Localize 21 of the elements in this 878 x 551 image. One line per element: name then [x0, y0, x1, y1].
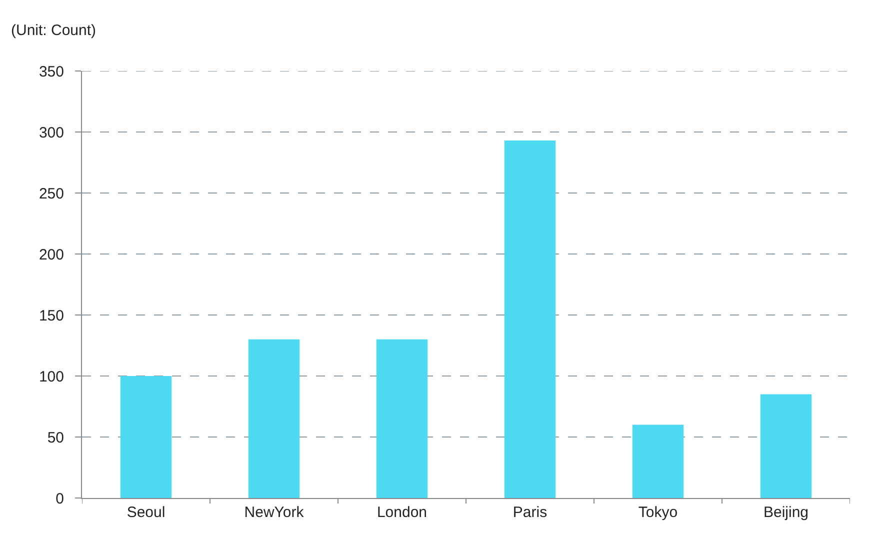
bar [760, 394, 812, 498]
x-tick-label: Seoul [126, 504, 166, 521]
x-tick-label: Paris [512, 504, 548, 521]
bar [504, 140, 556, 498]
x-tick-label: NewYork [244, 504, 304, 521]
bar [376, 339, 428, 498]
y-tick-label: 200 [38, 246, 64, 264]
x-tick-label: Beijing [763, 504, 809, 521]
y-tick-label: 0 [56, 490, 64, 508]
y-tick-label: 350 [38, 63, 64, 80]
x-tick-label: Tokyo [638, 504, 678, 521]
y-tick-label: 300 [38, 124, 64, 142]
x-tick-label: London [376, 504, 428, 521]
y-tick-label: 50 [47, 429, 64, 446]
bar [632, 424, 684, 498]
y-tick-label: 150 [38, 307, 64, 324]
bar [120, 376, 172, 498]
y-axis-title: (Unit: Count) [11, 22, 96, 39]
y-tick-label: 250 [38, 185, 64, 202]
bar [248, 339, 300, 498]
y-tick-label: 100 [38, 368, 64, 386]
